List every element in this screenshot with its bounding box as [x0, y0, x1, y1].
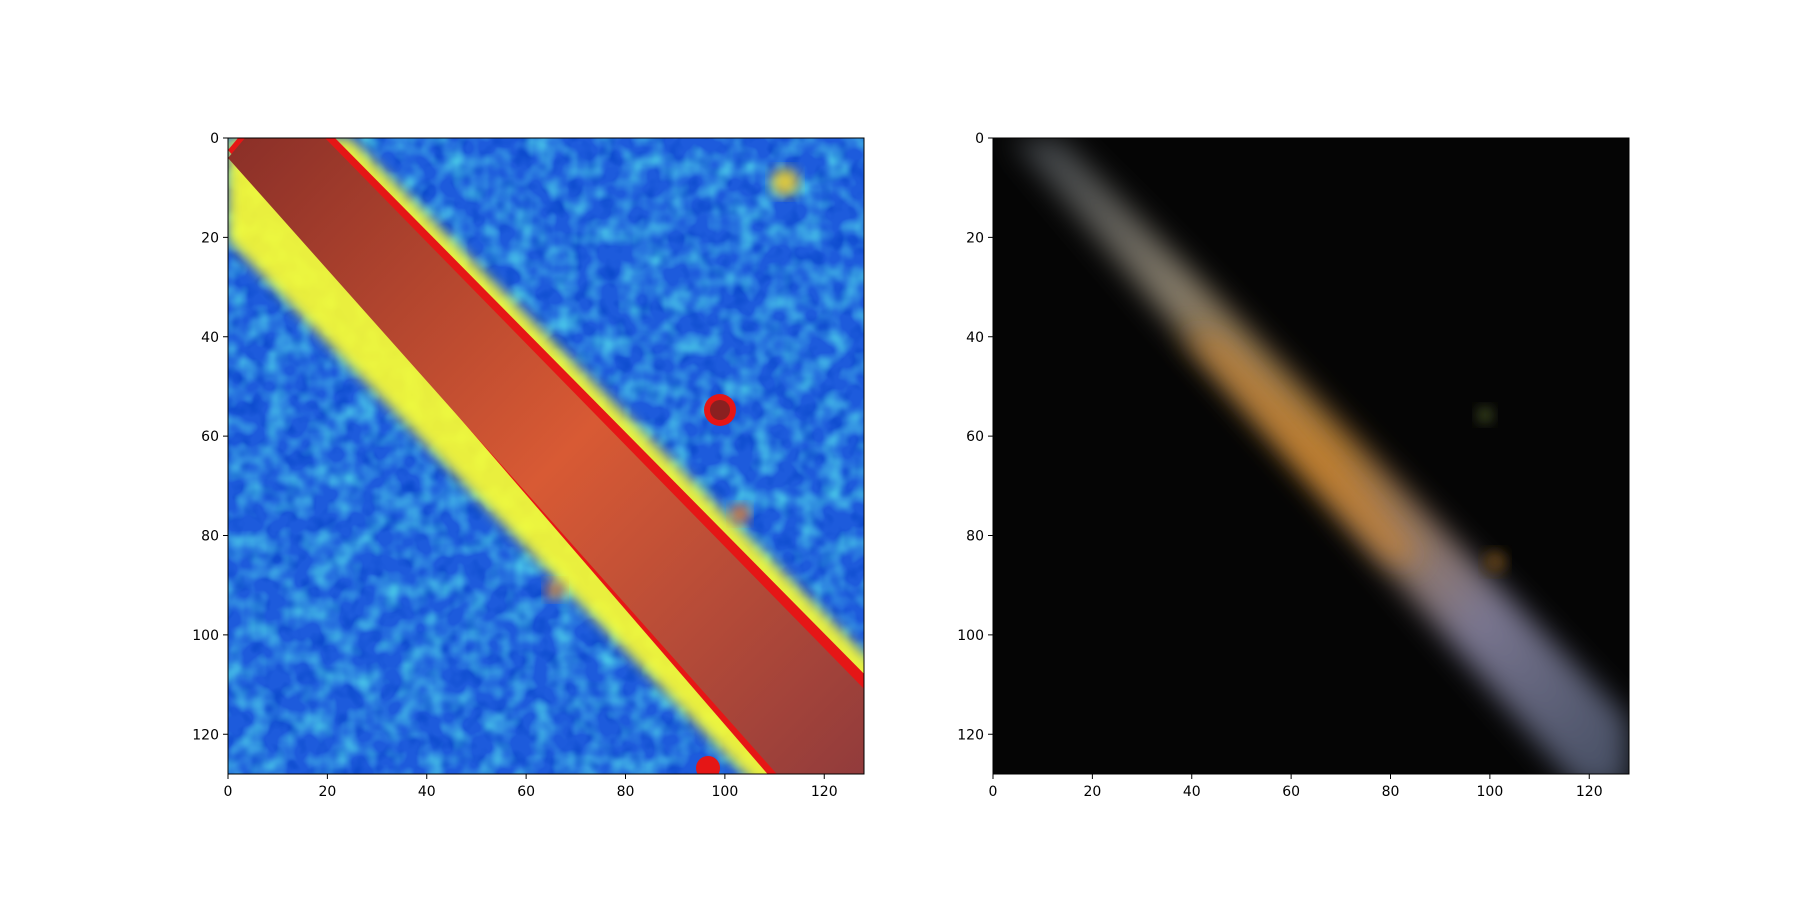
y-tick-label: 80 — [201, 529, 219, 545]
y-tick-label: 40 — [966, 330, 984, 346]
y-tick-label: 100 — [192, 628, 219, 644]
y-tick-label: 60 — [966, 429, 984, 445]
x-tick-label: 120 — [811, 784, 838, 800]
y-tick-label: 20 — [201, 230, 219, 246]
x-tick-label: 120 — [1576, 784, 1603, 800]
x-tick-label: 100 — [712, 784, 739, 800]
x-tick-label: 60 — [517, 784, 535, 800]
galaxy-ticks: 0 20 40 60 80 100 120 0 20 40 60 80 100 120 — [957, 131, 1602, 800]
x-tick-label: 60 — [1282, 784, 1300, 800]
y-tick-label: 120 — [192, 727, 219, 743]
heatmap-axes-frame — [227, 137, 865, 775]
x-tick-label: 80 — [1382, 784, 1400, 800]
x-tick-label: 40 — [418, 784, 436, 800]
x-tick-label: 40 — [1183, 784, 1201, 800]
x-tick-label: 0 — [989, 784, 998, 800]
heatmap-ticks: 0 20 40 60 80 100 120 0 20 40 60 80 100 120 — [192, 131, 837, 800]
x-tick-label: 20 — [318, 784, 336, 800]
galaxy-image — [993, 138, 1629, 774]
y-tick-label: 100 — [957, 628, 984, 644]
x-tick-label: 20 — [1083, 784, 1101, 800]
y-tick-label: 60 — [201, 429, 219, 445]
galaxy-axes-frame — [992, 137, 1630, 775]
y-tick-label: 40 — [201, 330, 219, 346]
y-tick-label: 0 — [975, 131, 984, 147]
heatmap-image — [228, 138, 864, 774]
heatmap-panel: 0 20 40 60 80 100 120 0 20 40 60 80 100 120 — [192, 131, 865, 800]
x-tick-label: 0 — [224, 784, 233, 800]
x-tick-label: 80 — [617, 784, 635, 800]
y-tick-label: 80 — [966, 529, 984, 545]
y-tick-label: 120 — [957, 727, 984, 743]
x-tick-label: 100 — [1477, 784, 1504, 800]
galaxy-panel: 0 20 40 60 80 100 120 0 20 40 60 80 100 120 — [957, 131, 1630, 800]
y-tick-label: 20 — [966, 230, 984, 246]
y-tick-label: 0 — [210, 131, 219, 147]
